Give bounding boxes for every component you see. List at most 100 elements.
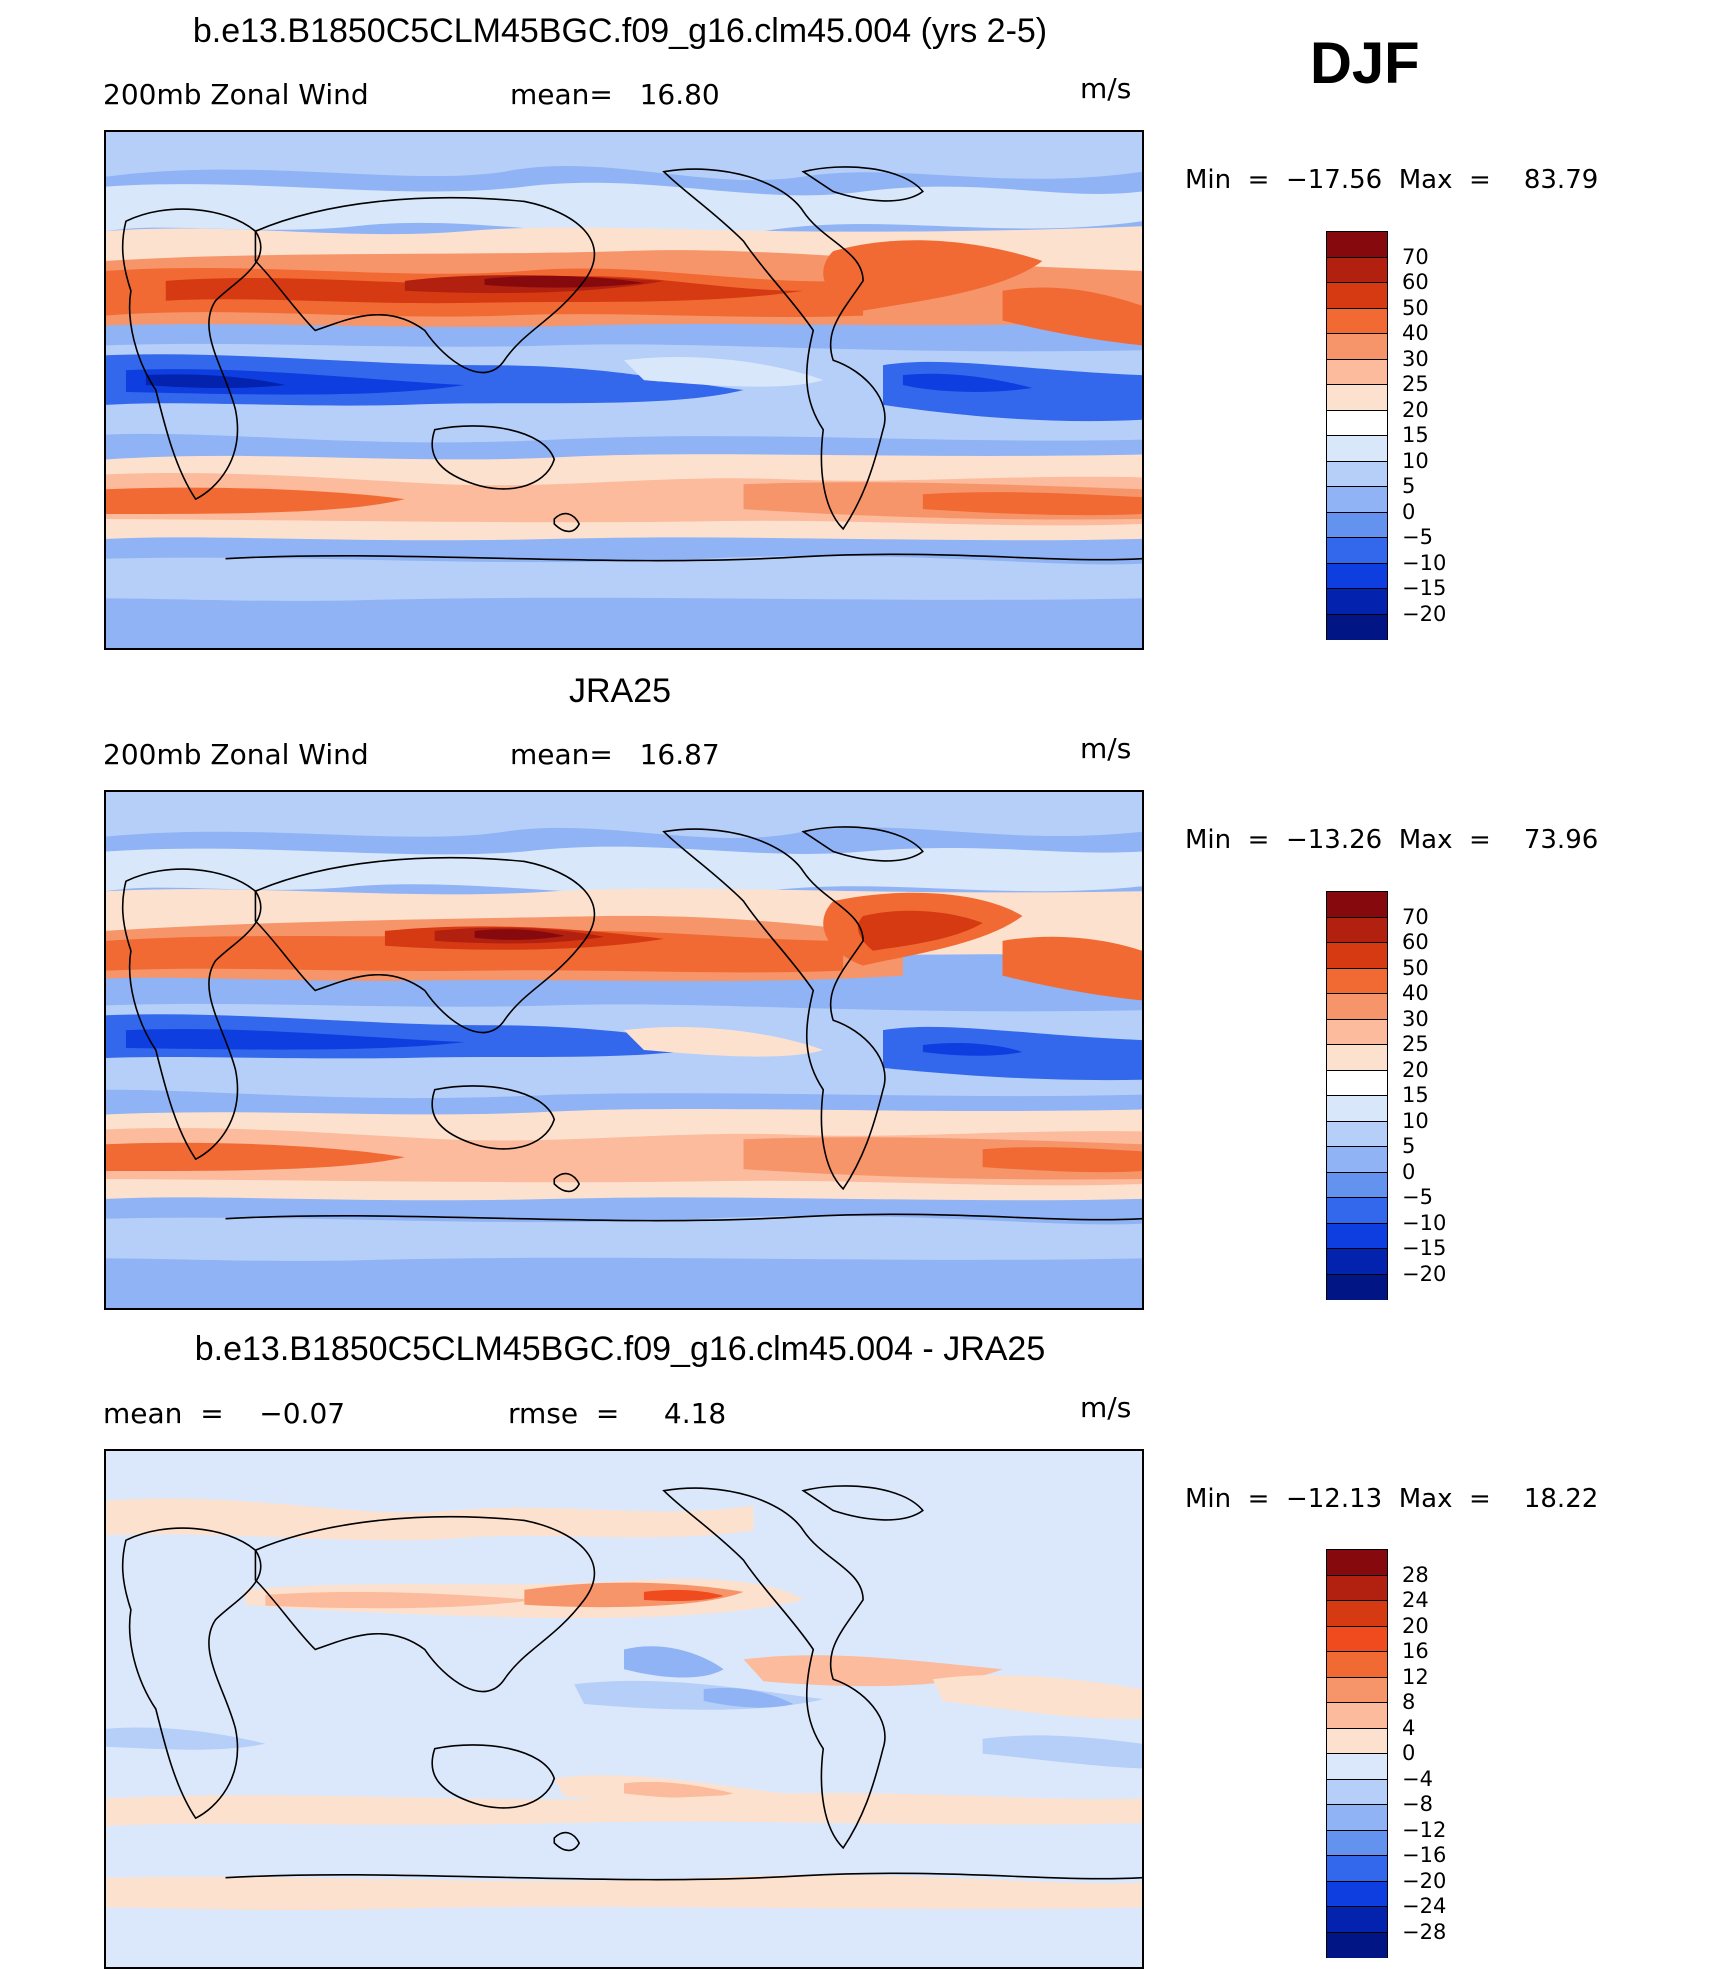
season-label: DJF (1310, 31, 1420, 96)
colorbar-tick-label: −5 (1402, 525, 1433, 549)
colorbar-swatch (1327, 512, 1387, 538)
colorbar-tick-label: 25 (1402, 372, 1429, 396)
panel-1-min-max: Min = −17.56 Max = 83.79 (1185, 165, 1599, 195)
colorbar-swatch (1327, 1601, 1387, 1627)
colorbar-swatch (1327, 1070, 1387, 1096)
colorbar-swatch (1327, 283, 1387, 309)
colorbar-tick-label: 15 (1402, 1083, 1429, 1107)
panel-3-min-max: Min = −12.13 Max = 18.22 (1185, 1484, 1599, 1514)
panel-1-mean-label: mean= 16.80 (510, 78, 720, 111)
colorbar-swatch (1327, 1019, 1387, 1045)
colorbar-tick-label: −4 (1402, 1766, 1433, 1791)
colorbar-tick-label: 12 (1402, 1664, 1429, 1689)
colorbar-tick-label: 25 (1402, 1032, 1429, 1056)
colorbar-swatch (1327, 1677, 1387, 1703)
colorbar-tick-label: 60 (1402, 930, 1429, 954)
colorbar-tick-label: −8 (1402, 1792, 1433, 1816)
colorbar-swatch (1327, 563, 1387, 589)
colorbar-swatch (1327, 614, 1387, 640)
colorbar-swatch (1327, 1249, 1387, 1275)
colorbar-tick-label: 20 (1402, 1613, 1429, 1638)
colorbar-swatch (1327, 892, 1387, 918)
panel-2-units-label: m/s (1080, 732, 1132, 765)
colorbar-tick-label: −24 (1402, 1894, 1447, 1918)
colorbar-swatch (1327, 1172, 1387, 1198)
colorbar-swatch (1327, 1626, 1387, 1652)
colorbar-swatch (1327, 461, 1387, 487)
panel-1-title: b.e13.B1850C5CLM45BGC.f09_g16.clm45.004 … (192, 12, 1048, 50)
panel-2-map (104, 790, 1144, 1310)
colorbar-swatch (1327, 1703, 1387, 1729)
colorbar-swatch (1327, 1856, 1387, 1882)
colorbar-tick-label: 60 (1402, 270, 1429, 294)
panel-1-colorbar (1326, 231, 1388, 640)
colorbar-swatch (1327, 1223, 1387, 1249)
panel-1-map (104, 130, 1144, 650)
colorbar-tick-label: 50 (1402, 295, 1429, 320)
colorbar-swatch (1327, 334, 1387, 360)
panel-1-variable-label: 200mb Zonal Wind (103, 78, 369, 111)
colorbar-swatch (1327, 943, 1387, 969)
colorbar-tick-label: −10 (1402, 550, 1447, 575)
colorbar-swatch (1327, 1274, 1387, 1300)
colorbar-tick-label: 0 (1402, 499, 1416, 524)
colorbar-tick-label: 20 (1402, 397, 1429, 422)
colorbar-tick-label: −20 (1402, 1261, 1447, 1286)
colorbar-swatch (1327, 410, 1387, 436)
colorbar-tick-label: 10 (1402, 1108, 1429, 1133)
colorbar-tick-label: 30 (1402, 1006, 1429, 1031)
colorbar-swatch (1327, 1754, 1387, 1780)
colorbar-tick-label: 8 (1402, 1690, 1416, 1714)
panel-3-title: b.e13.B1850C5CLM45BGC.f09_g16.clm45.004 … (194, 1330, 1046, 1368)
colorbar-swatch (1327, 257, 1387, 283)
colorbar-tick-label: −12 (1402, 1817, 1447, 1842)
colorbar-tick-label: 20 (1402, 1057, 1429, 1082)
colorbar-tick-label: 5 (1402, 1134, 1416, 1158)
colorbar-tick-label: 5 (1402, 474, 1416, 498)
colorbar-tick-label: 40 (1402, 321, 1429, 345)
colorbar-tick-label: 70 (1402, 904, 1429, 929)
panel-2-variable-label: 200mb Zonal Wind (103, 738, 369, 771)
colorbar-tick-label: 4 (1402, 1715, 1416, 1740)
colorbar-tick-label: −16 (1402, 1843, 1447, 1867)
panel-3-units-label: m/s (1080, 1391, 1132, 1424)
colorbar-tick-label: 30 (1402, 346, 1429, 371)
colorbar-swatch (1327, 1830, 1387, 1856)
colorbar-swatch (1327, 1907, 1387, 1933)
colorbar-swatch (1327, 385, 1387, 411)
colorbar-swatch (1327, 487, 1387, 513)
colorbar-tick-label: −5 (1402, 1185, 1433, 1209)
colorbar-swatch (1327, 589, 1387, 615)
colorbar-tick-label: 70 (1402, 244, 1429, 269)
colorbar-swatch (1327, 1779, 1387, 1805)
colorbar-swatch (1327, 308, 1387, 334)
colorbar-swatch (1327, 1728, 1387, 1754)
colorbar-swatch (1327, 1121, 1387, 1147)
colorbar-swatch (1327, 1575, 1387, 1601)
colorbar-tick-label: −15 (1402, 1236, 1447, 1260)
colorbar-swatch (1327, 436, 1387, 462)
colorbar-swatch (1327, 1805, 1387, 1831)
colorbar-swatch (1327, 1198, 1387, 1224)
panel-2-colorbar (1326, 891, 1388, 1300)
panel-2-min-max: Min = −13.26 Max = 73.96 (1185, 825, 1599, 855)
colorbar-tick-label: −28 (1402, 1919, 1447, 1944)
colorbar-tick-label: −20 (1402, 601, 1447, 626)
colorbar-tick-label: −10 (1402, 1210, 1447, 1235)
colorbar-swatch (1327, 359, 1387, 385)
colorbar-tick-label: 50 (1402, 955, 1429, 980)
panel-3-map (104, 1449, 1144, 1969)
panel-2-contour-field (106, 792, 1142, 1308)
colorbar-swatch (1327, 1045, 1387, 1071)
colorbar-swatch (1327, 968, 1387, 994)
colorbar-swatch (1327, 538, 1387, 564)
colorbar-tick-label: 0 (1402, 1741, 1416, 1765)
panel-3-rmse-label: rmse = 4.18 (508, 1397, 727, 1430)
colorbar-tick-label: 16 (1402, 1639, 1429, 1663)
colorbar-swatch (1327, 994, 1387, 1020)
colorbar-tick-label: 24 (1402, 1588, 1429, 1612)
panel-2-title: JRA25 (568, 672, 672, 710)
colorbar-tick-label: 28 (1402, 1562, 1429, 1587)
colorbar-swatch (1327, 1652, 1387, 1678)
colorbar-swatch (1327, 1932, 1387, 1958)
